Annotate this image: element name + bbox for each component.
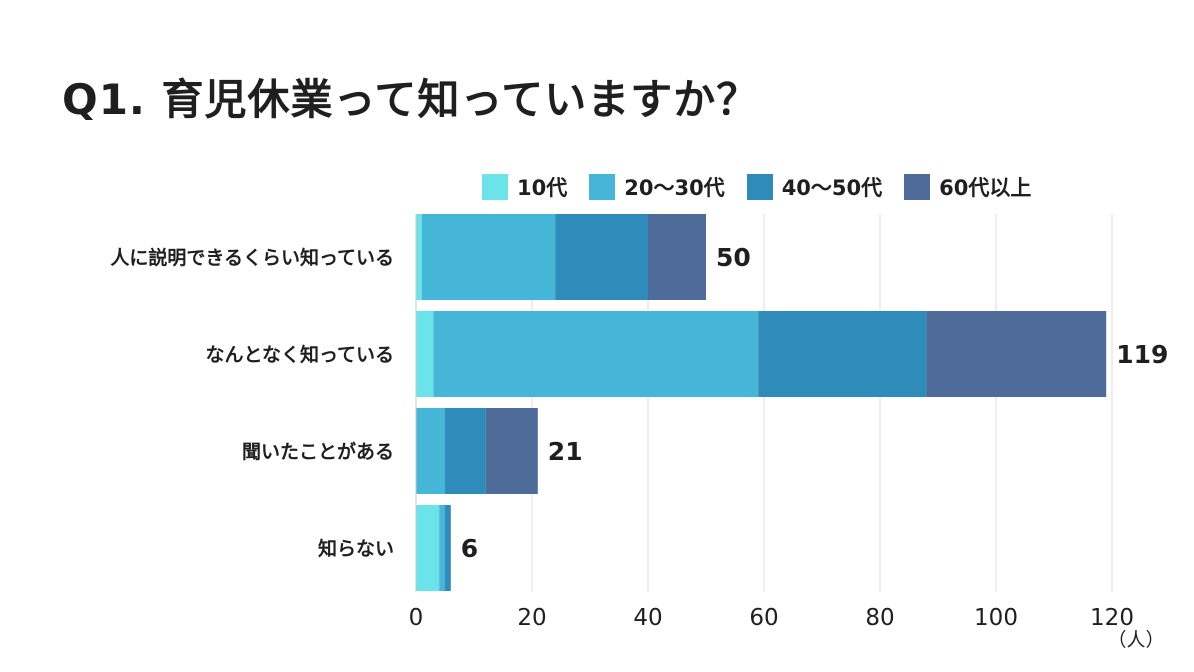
total-label: 21	[548, 437, 583, 466]
bar-segment	[416, 311, 434, 397]
bar-segment	[416, 214, 422, 300]
legend-swatch	[482, 174, 508, 200]
legend-label: 60代以上	[939, 176, 1032, 200]
x-tick-label: 100	[974, 605, 1018, 631]
x-tick-label: 20	[517, 605, 546, 631]
legend-swatch	[589, 174, 616, 200]
legend-label: 40〜50代	[781, 176, 883, 200]
category-label: 人に説明できるくらい知っている	[110, 246, 394, 269]
total-label: 119	[1116, 340, 1168, 369]
bar-segment	[445, 408, 486, 494]
category-label: なんとなく知っている	[206, 343, 394, 366]
bar-segment	[416, 505, 440, 591]
bar-segment	[439, 505, 445, 591]
bar-segment	[926, 311, 1107, 397]
bar-segment	[648, 214, 706, 300]
bar-segment	[416, 408, 445, 494]
x-tick-label: 120	[1090, 605, 1134, 631]
legend-swatch	[904, 174, 931, 200]
x-tick-label: 80	[865, 605, 894, 631]
chart-title: Q1. 育児休業って知っていますか？	[62, 75, 760, 124]
category-label: 知らない	[318, 537, 394, 560]
total-label: 6	[461, 534, 478, 563]
x-tick-label: 0	[409, 605, 424, 631]
legend-item: 20〜30代	[589, 172, 725, 202]
bar-segment	[445, 505, 451, 591]
bar-segment	[555, 214, 648, 300]
category-label: 聞いたことがある	[242, 440, 394, 463]
x-tick-label: 40	[633, 605, 662, 631]
legend-swatch	[746, 174, 773, 200]
x-unit-label: （人）	[1107, 629, 1164, 651]
bar-segment	[421, 214, 556, 300]
legend-item: 40〜50代	[746, 172, 883, 202]
legend-label: 20〜30代	[624, 176, 725, 200]
bar-segment	[758, 311, 927, 397]
bar-segment	[433, 311, 759, 397]
total-label: 50	[716, 243, 751, 272]
x-tick-label: 60	[749, 605, 778, 631]
legend-label: 10代	[517, 176, 568, 200]
legend: 10代 20〜30代 40〜50代 60代以上	[482, 172, 1031, 202]
legend-item: 60代以上	[904, 172, 1031, 202]
legend-item: 10代	[482, 172, 567, 202]
bar-segment	[485, 408, 538, 494]
